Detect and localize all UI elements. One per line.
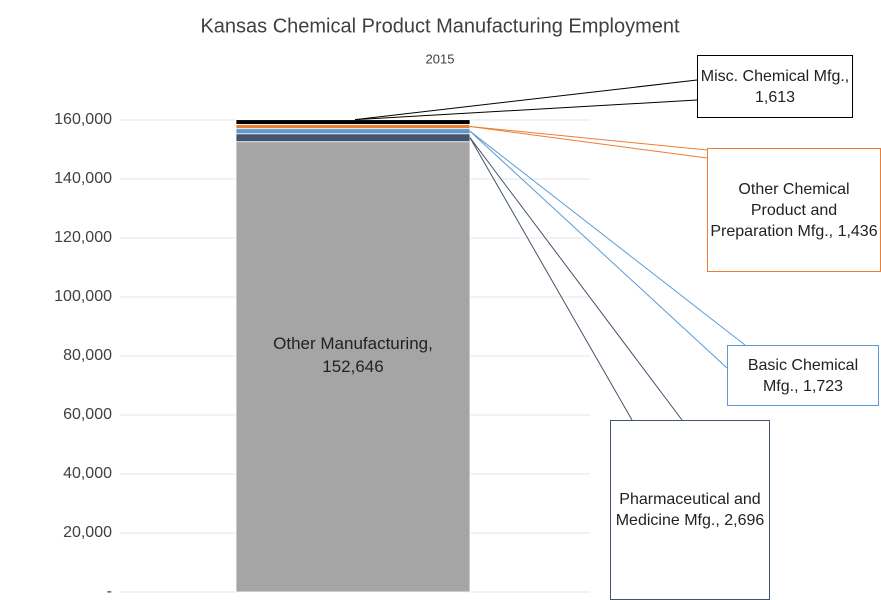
- label-value: 1,436: [837, 222, 878, 240]
- callout-text: Other Chemical Product and Preparation M…: [710, 179, 878, 242]
- y-tick-label: 80,000: [63, 347, 112, 364]
- callout-box: Misc. Chemical Mfg., 1,613: [697, 55, 853, 118]
- bar-segment: [235, 124, 471, 130]
- label-name: Other Manufacturing,: [273, 333, 433, 353]
- callout-text: Basic Chemical Mfg., 1,723: [730, 355, 876, 397]
- y-tick-label: 100,000: [54, 288, 112, 305]
- y-tick-label: -: [107, 583, 112, 600]
- leader-line: [469, 126, 708, 159]
- y-tick-label: 160,000: [54, 111, 112, 128]
- leader-line: [354, 99, 698, 121]
- label-name: Basic Chemical Mfg.,: [747, 356, 859, 395]
- leader-line: [354, 79, 698, 121]
- label-name: Other Chemical Product and Preparation M…: [710, 180, 850, 240]
- leader-line: [469, 137, 683, 421]
- leader-line: [469, 130, 746, 346]
- leader-line: [469, 137, 633, 421]
- label-value: 152,646: [322, 356, 384, 376]
- leader-line: [469, 130, 728, 369]
- y-tick-label: 20,000: [63, 524, 112, 541]
- data-label: Other Manufacturing, 152,646: [256, 332, 450, 378]
- leader-line: [469, 126, 708, 151]
- y-tick-label: 120,000: [54, 229, 112, 246]
- chart-title: Kansas Chemical Product Manufacturing Em…: [200, 15, 680, 37]
- label-name: Pharmaceutical and Medicine Mfg.,: [615, 491, 761, 529]
- callout-box: Other Chemical Product and Preparation M…: [707, 148, 881, 272]
- label-value: 1,613: [754, 88, 796, 106]
- y-tick-label: 40,000: [63, 465, 112, 482]
- y-tick-label: 60,000: [63, 406, 112, 423]
- label-name: Misc. Chemical Mfg.,: [700, 67, 850, 85]
- callout-text: Pharmaceutical and Medicine Mfg., 2,696: [613, 489, 767, 531]
- bar-segment: [235, 141, 471, 593]
- chart-subtitle: 2015: [426, 51, 455, 66]
- label-value: 2,696: [724, 512, 765, 529]
- bar-segment: [235, 119, 471, 125]
- label-value: 1,723: [802, 377, 844, 395]
- callout-box: Pharmaceutical and Medicine Mfg., 2,696: [610, 420, 770, 600]
- callout-text: Misc. Chemical Mfg., 1,613: [700, 66, 850, 108]
- bar-segment: [235, 128, 471, 135]
- y-tick-label: 140,000: [54, 170, 112, 187]
- callout-box: Basic Chemical Mfg., 1,723: [727, 345, 879, 406]
- bar-segment: [235, 133, 471, 143]
